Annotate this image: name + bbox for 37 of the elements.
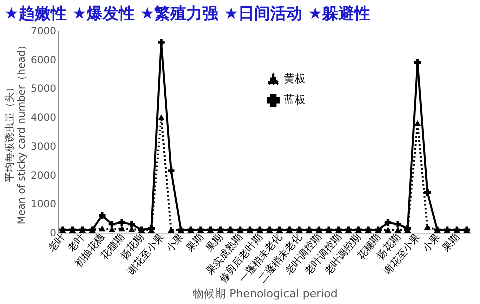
point [118,220,126,226]
y-tick-label: 6000 [31,55,56,66]
x-tick-label: 果期 [440,232,462,255]
y-tick-label: 1000 [31,200,56,211]
point [128,226,136,232]
point [158,114,165,120]
point [424,189,431,196]
point [99,226,106,232]
chart-title: ★趋嫩性 ★爆发性 ★繁殖力强 ★日间活动 ★躲避性 [4,4,371,23]
point [118,226,126,232]
y-axis-title: 平均每板诱虫量（头） Mean of sticky card number（head） [4,40,28,225]
point [158,39,165,46]
x-tick-label: 果期 [184,232,206,255]
point [168,168,175,174]
y-tick-label: 0 [50,228,56,240]
x-tick-label: 小果 [420,232,443,255]
point [128,220,136,228]
y-tick-label: 3000 [31,142,56,153]
point [168,227,175,234]
point [384,220,392,226]
y-tick-label: 4000 [31,113,56,124]
point [414,59,422,66]
point [108,220,116,228]
point [394,220,402,228]
y-tick-label: 5000 [31,84,56,96]
y-tick-label: 2000 [31,170,56,182]
legend-label: 黄板 [284,72,306,86]
legend-label: 蓝板 [284,94,306,106]
point [414,120,422,126]
x-axis-title: 物候期 Phenological period [193,288,338,301]
point [424,224,431,230]
y-tick-label: 7000 [31,26,56,38]
point [108,226,116,232]
point [99,212,106,220]
x-tick-label: 小果 [164,232,186,255]
point [394,227,402,234]
point [384,227,392,234]
